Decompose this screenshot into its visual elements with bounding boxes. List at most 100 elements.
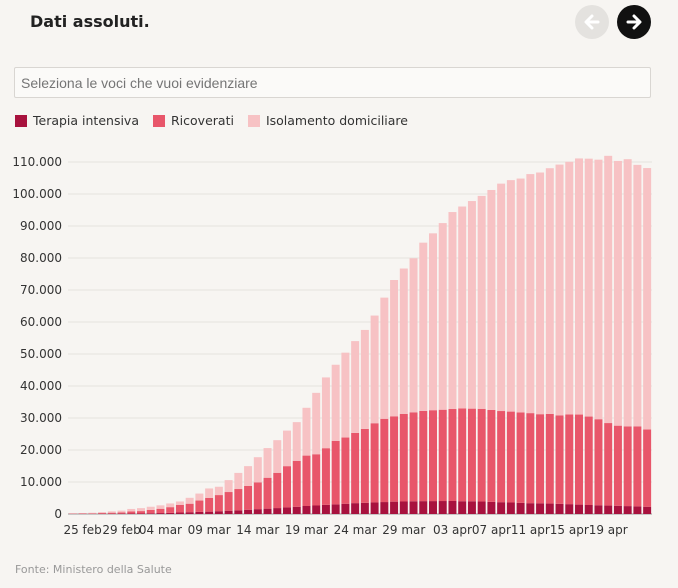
bar-segment[interactable] — [409, 412, 418, 502]
bar-segment[interactable] — [545, 168, 554, 414]
bar-segment[interactable] — [487, 409, 496, 502]
bar-segment[interactable] — [497, 183, 506, 412]
bar-segment[interactable] — [321, 448, 330, 505]
bar-segment[interactable] — [565, 161, 574, 415]
bar-segment[interactable] — [584, 416, 593, 506]
bar-segment[interactable] — [380, 502, 389, 514]
bar-segment[interactable] — [302, 506, 311, 514]
bar-segment[interactable] — [351, 432, 360, 504]
bar-segment[interactable] — [429, 410, 437, 502]
bar-segment[interactable] — [575, 414, 583, 505]
bar-segment[interactable] — [555, 164, 564, 416]
bar-segment[interactable] — [98, 513, 107, 514]
bar-segment[interactable] — [399, 413, 408, 502]
bar-segment[interactable] — [302, 455, 311, 507]
bar-segment[interactable] — [594, 159, 603, 420]
bar-segment[interactable] — [565, 414, 574, 505]
bar-segment[interactable] — [214, 486, 223, 496]
bar-segment[interactable] — [185, 497, 194, 504]
bar-segment[interactable] — [195, 493, 204, 501]
bar-segment[interactable] — [419, 501, 428, 514]
bar-segment[interactable] — [312, 392, 321, 455]
bar-segment[interactable] — [205, 488, 214, 498]
legend-item-terapia[interactable]: Terapia intensiva — [15, 113, 139, 128]
bar-segment[interactable] — [506, 502, 515, 514]
bar-segment[interactable] — [137, 511, 145, 514]
bar-segment[interactable] — [224, 510, 233, 514]
bar-segment[interactable] — [370, 315, 379, 424]
bar-segment[interactable] — [156, 508, 165, 514]
bar-segment[interactable] — [604, 155, 613, 424]
bar-segment[interactable] — [575, 158, 583, 415]
bar-segment[interactable] — [331, 504, 340, 514]
bar-segment[interactable] — [419, 410, 428, 502]
bar-segment[interactable] — [234, 489, 243, 511]
bar-segment[interactable] — [244, 485, 253, 510]
bar-segment[interactable] — [458, 408, 467, 502]
legend-item-isolamento[interactable]: Isolamento domiciliare — [247, 113, 408, 128]
bar-segment[interactable] — [263, 508, 272, 514]
bar-segment[interactable] — [98, 512, 107, 514]
bar-segment[interactable] — [409, 501, 418, 514]
bar-segment[interactable] — [380, 297, 389, 419]
bar-segment[interactable] — [516, 178, 525, 413]
bar-segment[interactable] — [594, 505, 603, 514]
bar-segment[interactable] — [263, 477, 272, 509]
bar-segment[interactable] — [399, 268, 408, 414]
bar-segment[interactable] — [487, 189, 496, 410]
bar-segment[interactable] — [584, 505, 593, 514]
bar-segment[interactable] — [360, 502, 369, 514]
bar-segment[interactable] — [390, 501, 399, 514]
bar-segment[interactable] — [429, 233, 437, 411]
bar-segment[interactable] — [613, 505, 622, 514]
bar-segment[interactable] — [331, 364, 340, 441]
bar-segment[interactable] — [146, 513, 155, 514]
bar-segment[interactable] — [351, 503, 360, 514]
bar-segment[interactable] — [380, 418, 389, 503]
bar-segment[interactable] — [283, 430, 291, 467]
bar-segment[interactable] — [497, 502, 506, 514]
bar-segment[interactable] — [575, 504, 583, 514]
bar-segment[interactable] — [477, 195, 486, 409]
bar-segment[interactable] — [633, 506, 642, 514]
bar-segment[interactable] — [477, 501, 486, 514]
bar-segment[interactable] — [146, 506, 155, 510]
bar-segment[interactable] — [458, 206, 467, 409]
bar-segment[interactable] — [633, 164, 642, 427]
bar-segment[interactable] — [214, 511, 223, 514]
bar-segment[interactable] — [302, 407, 311, 456]
bar-segment[interactable] — [643, 168, 652, 430]
bar-segment[interactable] — [166, 503, 175, 508]
bar-segment[interactable] — [399, 501, 408, 514]
bar-segment[interactable] — [312, 505, 321, 514]
bar-segment[interactable] — [195, 511, 204, 514]
bar-segment[interactable] — [263, 448, 272, 478]
bar-segment[interactable] — [438, 409, 447, 502]
bar-segment[interactable] — [185, 503, 194, 513]
bar-segment[interactable] — [117, 512, 126, 514]
bar-segment[interactable] — [78, 513, 87, 514]
bar-segment[interactable] — [448, 409, 457, 501]
bar-segment[interactable] — [175, 512, 184, 514]
bar-segment[interactable] — [526, 174, 535, 414]
bar-segment[interactable] — [467, 201, 476, 409]
bar-segment[interactable] — [175, 504, 184, 513]
bar-segment[interactable] — [623, 159, 632, 427]
bar-segment[interactable] — [516, 412, 525, 503]
bar-segment[interactable] — [506, 411, 515, 503]
bar-segment[interactable] — [419, 242, 428, 411]
bar-segment[interactable] — [438, 223, 447, 410]
bar-segment[interactable] — [467, 501, 476, 514]
bar-segment[interactable] — [88, 512, 97, 514]
bar-segment[interactable] — [127, 508, 136, 512]
bar-segment[interactable] — [137, 508, 145, 512]
bar-segment[interactable] — [244, 466, 253, 486]
bar-segment[interactable] — [273, 440, 282, 473]
bar-segment[interactable] — [253, 457, 262, 483]
bar-segment[interactable] — [390, 416, 399, 502]
bar-segment[interactable] — [497, 411, 506, 503]
bar-segment[interactable] — [516, 502, 525, 514]
bar-segment[interactable] — [253, 509, 262, 514]
bar-segment[interactable] — [545, 503, 554, 514]
bar-segment[interactable] — [633, 426, 642, 507]
